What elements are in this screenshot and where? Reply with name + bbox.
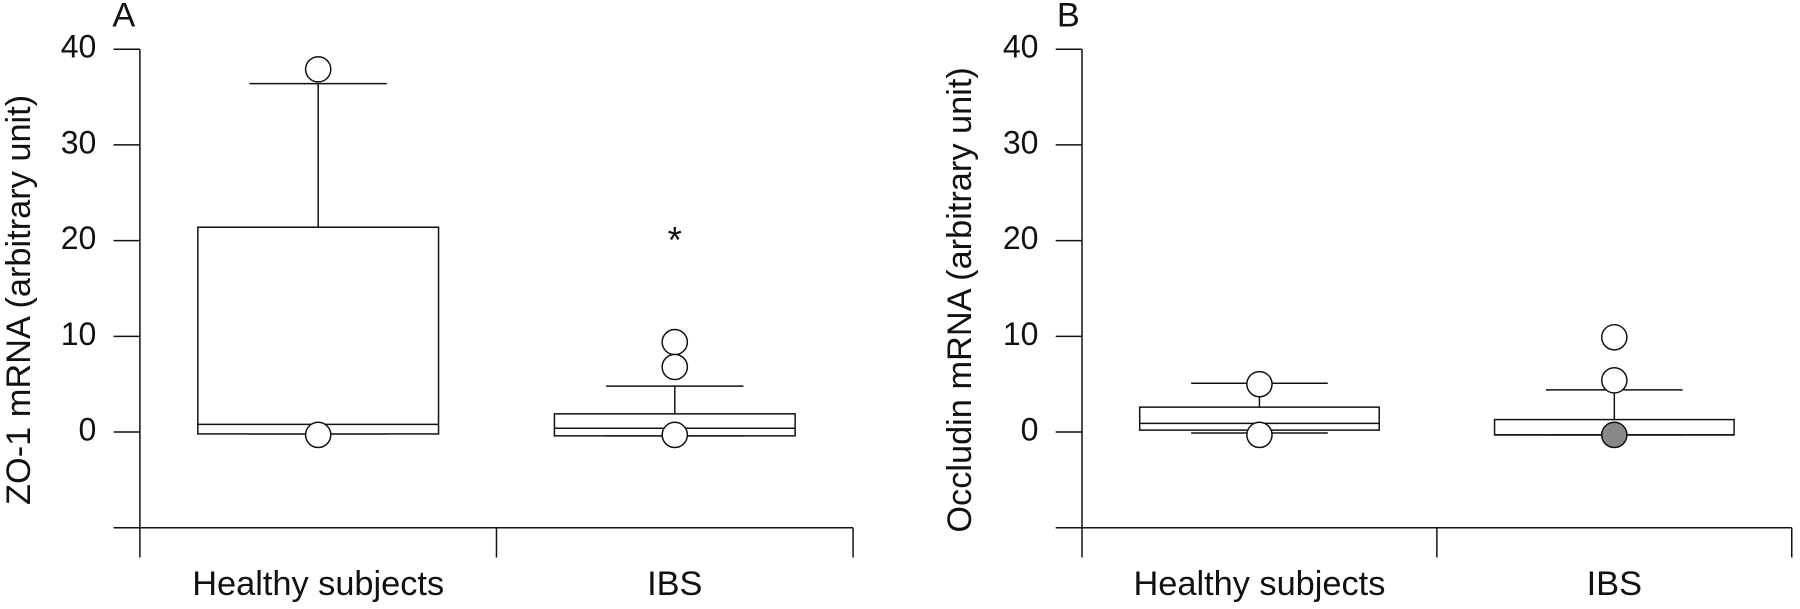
outlier [304, 55, 332, 83]
outlier [304, 421, 332, 449]
y-axis-label: Occludin mRNA (arbitrary unit) [941, 67, 979, 532]
y-tick-label: 0 [1021, 411, 1039, 447]
y-tick-label: 40 [1003, 29, 1039, 65]
y-tick-label: 20 [1003, 220, 1039, 256]
panel-label: B [1057, 0, 1080, 34]
outlier [1600, 367, 1628, 394]
y-tick-label: 0 [79, 411, 97, 447]
y-tick-label: 30 [61, 124, 97, 160]
y-tick-label: 20 [61, 220, 97, 256]
outlier [1600, 323, 1628, 351]
y-tick-label: 10 [1003, 316, 1039, 352]
outlier [661, 421, 689, 449]
y-tick-label: 40 [61, 29, 97, 65]
outlier [661, 328, 689, 356]
outlier [661, 353, 689, 381]
outlier [1246, 370, 1273, 398]
annotation: * [668, 219, 682, 260]
y-tick-label: 30 [1003, 124, 1039, 160]
x-tick-label: Healthy subjects [1134, 565, 1386, 603]
x-tick-label: IBS [647, 565, 702, 603]
box [197, 226, 440, 435]
y-tick-label: 10 [61, 316, 97, 352]
x-tick-label: Healthy subjects [192, 565, 444, 603]
outlier [1600, 421, 1628, 449]
x-tick-label: IBS [1587, 565, 1642, 603]
outlier [1246, 421, 1273, 449]
y-axis-label: ZO-1 mRNA (arbitrary unit) [0, 95, 38, 505]
panel-label: A [112, 0, 135, 34]
